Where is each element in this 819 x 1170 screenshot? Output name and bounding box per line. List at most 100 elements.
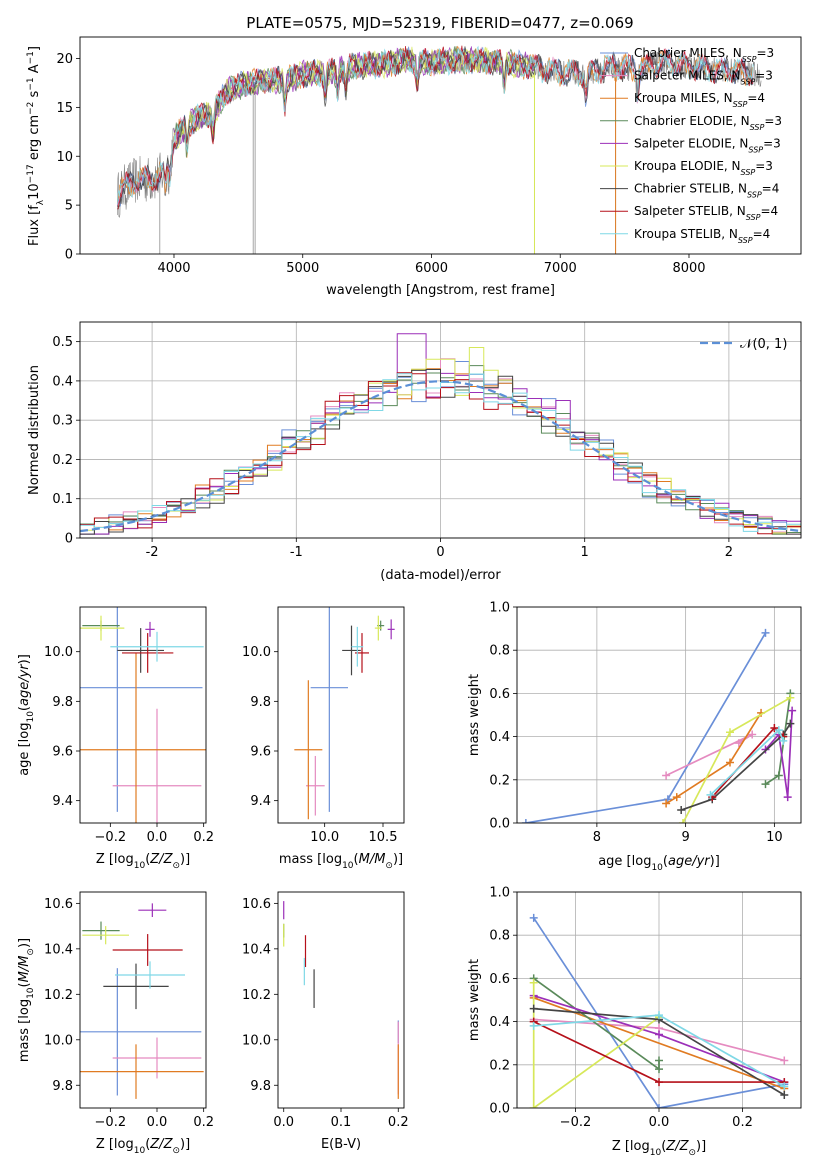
errorbar-chabrier-stelib [103, 963, 169, 1010]
data-point-marker [706, 790, 715, 799]
y-tick-label: 10.0 [44, 645, 73, 660]
axes-frame [277, 606, 405, 824]
legend-label: Salpeter MILES, NSSP=3 [634, 69, 773, 87]
errorbar-chabrier-miles [310, 607, 348, 812]
plot-content [80, 903, 204, 1099]
plot-content [517, 607, 801, 823]
y-tick-label: 0.4 [489, 730, 510, 745]
model-spectrum-salpeter-stelib [117, 45, 754, 210]
data-point-marker [655, 1078, 663, 1087]
legend-entry-salpeter-elodie: Salpeter ELODIE, NSSP=3 [600, 136, 781, 154]
histogram-salpeter-stelib [80, 372, 801, 535]
model-spectrum-kroupa-elodie [173, 46, 535, 149]
x-tick-label: −0.2 [95, 830, 127, 845]
axes-weight-vs-age: 8 9 10 0.0 0.2 0.4 0.6 0.8 1.0 age [log10(age/yr)… [467, 601, 802, 873]
x-tick-label: 0.2 [193, 1115, 214, 1130]
axes-residuals: -2 -1 0 1 2 0 0.1 0.2 0.3 0.4 0.5 𝒩(0, 1) (data-mode… [27, 321, 802, 583]
data-point-marker [529, 1104, 538, 1108]
data-point-marker [655, 1030, 663, 1039]
errorbar-kroupa-elodie [82, 926, 129, 945]
legend-entry-salpeter-miles: Salpeter MILES, NSSP=3 [600, 69, 773, 87]
y-tick-label: 10.4 [44, 942, 73, 957]
legend-label: Kroupa STELIB, NSSP=4 [634, 227, 770, 245]
y-tick-label: 10.0 [242, 645, 271, 660]
x-tick-label: 1 [581, 545, 589, 560]
errorbar-salpeter-stelib [122, 633, 174, 673]
y-tick-label: 10.6 [242, 897, 271, 912]
x-tick-label: −0.2 [560, 1115, 592, 1130]
data-point-marker [529, 1004, 538, 1013]
normal-curve [80, 380, 799, 533]
y-tick-label: 9.6 [250, 745, 271, 760]
series-kroupa-stelib [529, 1011, 789, 1091]
data-point-marker [672, 793, 681, 802]
data-point-marker [655, 1056, 663, 1065]
y-tick-label: 0.5 [52, 335, 73, 350]
data-point-marker [678, 819, 687, 823]
series-chabrier-miles [521, 628, 770, 823]
legend-entry-kroupa-elodie: Kroupa ELODIE, NSSP=3 [600, 159, 773, 177]
y-tick-label: 10.2 [44, 988, 73, 1003]
axes-frame [79, 321, 802, 539]
y-axis-label: mass weight [467, 674, 482, 756]
y-tick-label: 0.0 [489, 817, 510, 832]
errorbar-kroupa-elodie [80, 615, 125, 641]
y-axis-label: Flux [fλ10−17 erg cm−2 s−1 A−1] [26, 46, 46, 246]
x-tick-label: 8000 [672, 261, 705, 276]
axes-mass-vs-Z: −0.2 0.0 0.2 9.8 10.0 10.2 10.4 10.6 Z [log10(Z/… [17, 891, 214, 1156]
x-axis-label: (data-model)/error [380, 568, 501, 583]
data-point-marker [780, 1082, 789, 1091]
x-tick-label: 0.0 [649, 1115, 670, 1130]
legend-entry-chabrier-stelib: Chabrier STELIB, NSSP=4 [600, 182, 779, 199]
data-point-marker [774, 726, 783, 735]
data-point-marker [786, 719, 795, 728]
x-axis-label: wavelength [Angstrom, rest frame] [326, 283, 555, 298]
y-tick-label: 0.1 [52, 492, 73, 507]
data-point-marker [761, 780, 770, 789]
axes-age-vs-Z: −0.2 0.0 0.2 9.4 9.6 9.8 10.0 Z [log10(Z/Z⊙)] ag… [17, 606, 214, 871]
y-tick-label: 1.0 [489, 886, 510, 901]
y-tick-label: 9.8 [250, 695, 271, 710]
plot-area [517, 607, 801, 823]
data-point-marker [774, 771, 783, 780]
y-axis-label: mass weight [467, 959, 482, 1041]
errorbar-chabrier-stelib [117, 628, 164, 673]
data-point-marker [783, 793, 792, 802]
data-point-marker [779, 736, 788, 745]
plot-area [278, 607, 404, 823]
plot-area [278, 892, 404, 1108]
y-tick-label: 10.4 [242, 942, 271, 957]
y-tick-label: 0 [65, 532, 73, 547]
errorbar-chabrier-elodie [82, 921, 120, 940]
data-point-marker [521, 819, 530, 823]
legend-label: Salpeter ELODIE, NSSP=3 [634, 136, 781, 154]
data-point-marker [726, 728, 734, 737]
errorbar-chabrier-miles [80, 968, 202, 1096]
x-tick-label: -1 [290, 545, 303, 560]
y-tick-label: 20 [56, 52, 73, 67]
series-kroupa-elodie [678, 693, 795, 823]
errorbar-salpeter-miles [306, 755, 325, 816]
x-tick-label: 8 [593, 830, 601, 845]
errorbar-chabrier-miles [80, 607, 203, 812]
plot-content [80, 607, 206, 823]
y-tick-label: 10.6 [44, 897, 73, 912]
y-tick-label: 0.8 [489, 929, 510, 944]
data-point-marker [780, 1056, 789, 1065]
legend-entry-normal: 𝒩(0, 1) [700, 337, 787, 352]
data-point-marker [726, 758, 734, 767]
y-tick-label: 5 [65, 199, 73, 214]
legend-entry-kroupa-miles: Kroupa MILES, NSSP=4 [600, 91, 765, 109]
axes-frame [79, 606, 207, 824]
legend-label: Chabrier MILES, NSSP=3 [634, 46, 774, 64]
data-point-marker [788, 706, 797, 715]
figure-title: PLATE=0575, MJD=52319, FIBERID=0477, z=0… [246, 14, 633, 32]
axes-frame [516, 891, 802, 1109]
legend-label: Salpeter STELIB, NSSP=4 [634, 204, 778, 222]
errorbar-salpeter-elodie [387, 619, 395, 640]
x-tick-label: 9 [681, 830, 689, 845]
plot-content [517, 892, 801, 1108]
data-point-marker [770, 723, 779, 732]
histogram-kroupa-stelib [80, 373, 801, 532]
x-axis-label: Z [log10(Z/Z⊙)] [612, 1139, 706, 1158]
